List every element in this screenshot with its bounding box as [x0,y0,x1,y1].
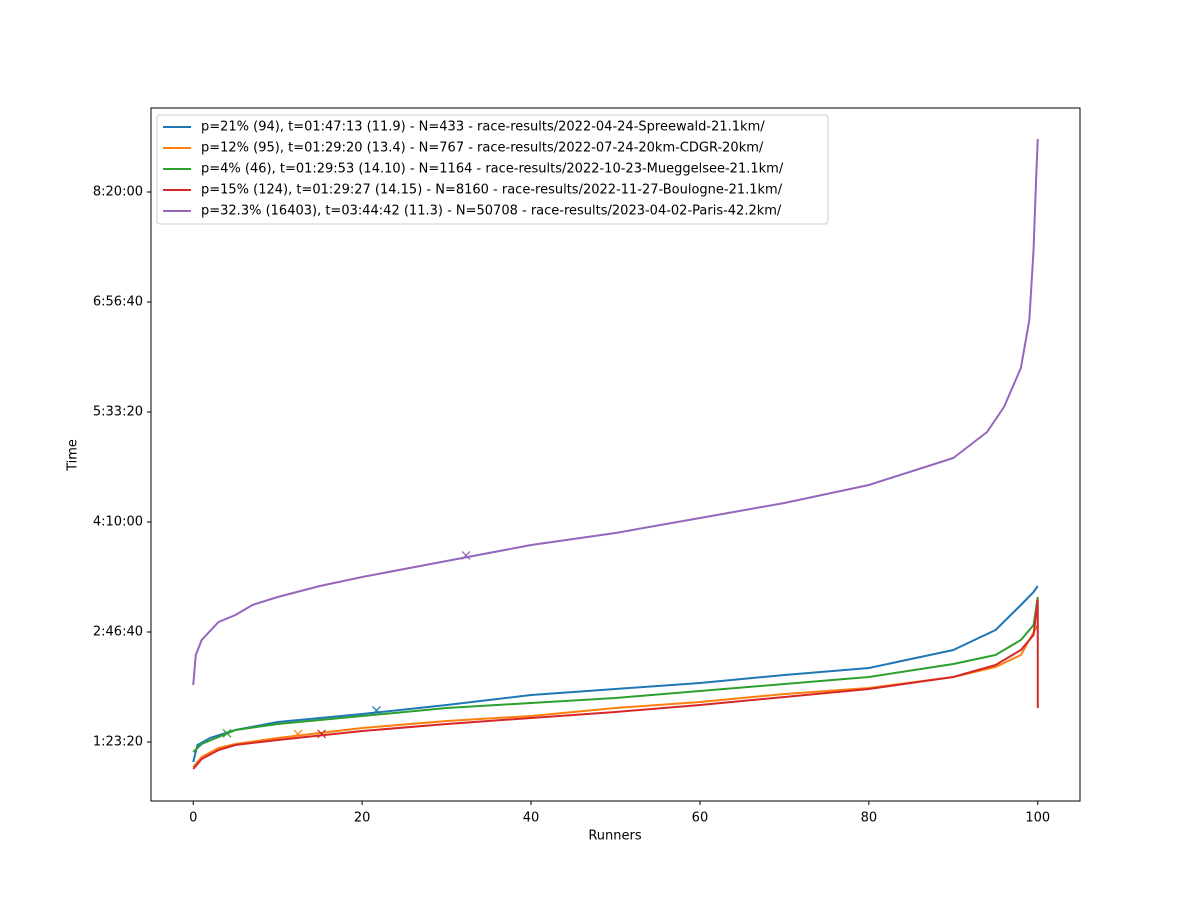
x-tick-label: 40 [523,811,540,826]
legend-box [156,114,829,225]
percentile-marker [372,706,381,715]
percentile-marker [461,550,471,560]
percentile-marker [317,729,327,739]
series-line [192,596,1039,753]
legend-label: p=4% (46), t=01:29:53 (14.10) - N=1164 -… [201,162,784,177]
legend-label: p=12% (95), t=01:29:20 (13.4) - N=767 - … [201,141,764,156]
series-line [192,138,1039,686]
x-tick-label: 60 [692,811,709,826]
plot-frame [150,107,1081,802]
y-tick-label: 1:23:20 [93,734,143,749]
x-axis-label: Runners [588,829,642,844]
x-tick-label: 100 [1025,811,1050,826]
y-tick-label: 5:33:20 [93,404,143,419]
legend-label: p=32.3% (16403), t=03:44:42 (11.3) - N=5… [201,204,782,219]
x-tick-label: 80 [861,811,878,826]
x-tick-label: 20 [354,811,371,826]
series-line [192,598,1039,770]
x-tick-label: 0 [189,811,197,826]
percentile-marker [222,728,232,738]
legend-label: p=15% (124), t=01:29:27 (14.15) - N=8160… [201,183,783,198]
y-tick-label: 6:56:40 [93,294,143,309]
legend-label: p=21% (94), t=01:47:13 (11.9) - N=433 - … [201,120,765,135]
y-tick-label: 2:46:40 [93,624,143,639]
y-tick-label: 8:20:00 [93,184,143,199]
y-axis-label: Time [66,439,81,472]
y-tick-label: 4:10:00 [93,514,143,529]
